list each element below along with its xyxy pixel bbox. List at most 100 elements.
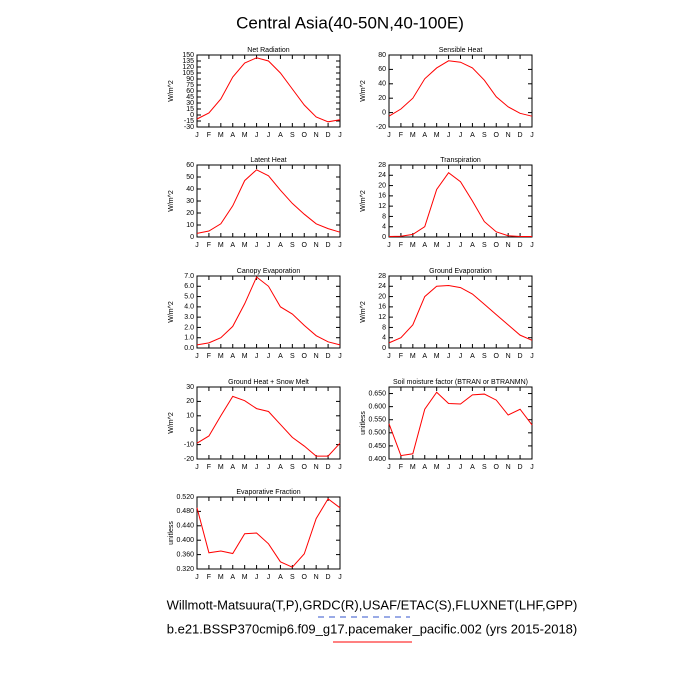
x-tick-label: M [242, 132, 248, 139]
x-tick-label: J [530, 242, 534, 249]
x-tick-label: M [410, 464, 416, 471]
x-tick-label: A [278, 464, 283, 471]
x-tick-label: J [338, 353, 342, 360]
x-tick-label: M [218, 242, 224, 249]
y-tick-label: 75 [186, 82, 194, 89]
y-tick-label: 90 [186, 76, 194, 83]
plot-frame [196, 54, 341, 128]
x-tick-label: D [518, 353, 523, 360]
x-tick-label: M [410, 132, 416, 139]
y-tick-label: 10 [186, 413, 194, 420]
y-tick-label: 0.480 [176, 508, 194, 515]
y-tick-label: 0.0 [184, 345, 194, 352]
x-tick-label: M [242, 242, 248, 249]
y-tick-label: 0.450 [368, 443, 386, 450]
x-tick-label: M [218, 574, 224, 581]
x-tick-label: J [447, 242, 451, 249]
y-tick-label: 20 [378, 293, 386, 300]
data-line [196, 276, 341, 346]
data-line [388, 60, 533, 117]
x-tick-label: O [494, 132, 500, 139]
x-tick-label: S [482, 132, 487, 139]
y-tick-label: 80 [378, 52, 386, 59]
y-tick-label: 0.400 [368, 456, 386, 463]
y-tick-label: 28 [378, 273, 386, 280]
x-tick-label: M [218, 353, 224, 360]
y-tick-label: 0.360 [176, 551, 194, 558]
y-tick-label: 6.0 [184, 283, 194, 290]
y-tick-label: -20 [376, 124, 386, 131]
panel-title: Ground Evaporation [429, 268, 492, 275]
x-tick-label: J [267, 464, 271, 471]
x-tick-label: J [267, 353, 271, 360]
x-tick-label: O [494, 353, 500, 360]
y-tick-label: 4 [382, 224, 386, 231]
x-tick-label: M [242, 464, 248, 471]
y-tick-label: 40 [378, 81, 386, 88]
y-tick-label: 30 [186, 384, 194, 391]
x-tick-label: J [195, 574, 199, 581]
x-tick-label: O [494, 464, 500, 471]
x-tick-label: J [195, 242, 199, 249]
x-tick-label: J [267, 574, 271, 581]
panel-title: Latent Heat [250, 157, 286, 164]
panel-title: Ground Heat + Snow Melt [228, 379, 309, 386]
y-tick-label: 7.0 [184, 273, 194, 280]
x-tick-label: J [447, 464, 451, 471]
y-tick-label: 0 [190, 427, 194, 434]
page-title: Central Asia(40-50N,40-100E) [236, 13, 464, 32]
y-tick-label: 10 [186, 222, 194, 229]
x-tick-label: A [230, 242, 235, 249]
y-tick-label: 5.0 [184, 293, 194, 300]
x-tick-label: J [459, 242, 463, 249]
y-tick-label: 20 [378, 95, 386, 102]
y-tick-label: 0 [190, 234, 194, 241]
x-tick-label: A [230, 353, 235, 360]
x-tick-label: J [338, 574, 342, 581]
x-tick-label: O [494, 242, 500, 249]
data-line [196, 169, 341, 234]
y-axis-label: W/m^2 [360, 190, 367, 212]
y-tick-label: 20 [186, 210, 194, 217]
x-tick-label: D [326, 353, 331, 360]
y-tick-label: 135 [182, 58, 194, 65]
footer-line: b.e21.BSSP370cmip6.f09_g17.pacemaker_pac… [167, 621, 577, 636]
x-tick-label: A [278, 353, 283, 360]
y-axis-label: unitless [168, 521, 175, 545]
x-tick-label: N [506, 353, 511, 360]
x-tick-label: J [195, 464, 199, 471]
y-tick-label: -10 [184, 441, 194, 448]
y-tick-label: 20 [378, 182, 386, 189]
y-tick-label: 8 [382, 213, 386, 220]
x-tick-label: A [230, 464, 235, 471]
x-tick-label: N [314, 353, 319, 360]
x-tick-label: D [326, 464, 331, 471]
x-tick-label: O [302, 132, 308, 139]
x-tick-label: F [399, 353, 403, 360]
y-tick-label: 16 [378, 193, 386, 200]
x-tick-label: A [422, 242, 427, 249]
y-tick-label: 28 [378, 162, 386, 169]
y-tick-label: 2.0 [184, 324, 194, 331]
y-tick-label: 0.500 [368, 430, 386, 437]
data-line [388, 172, 532, 237]
x-tick-label: S [290, 574, 295, 581]
x-tick-label: A [278, 574, 283, 581]
y-tick-label: 40 [186, 186, 194, 193]
x-tick-label: J [267, 242, 271, 249]
x-tick-label: N [314, 464, 319, 471]
x-tick-label: D [518, 464, 523, 471]
x-tick-label: J [530, 132, 534, 139]
data-line [196, 57, 341, 123]
x-tick-label: O [302, 353, 308, 360]
y-tick-label: 45 [186, 94, 194, 101]
y-tick-label: 4 [382, 335, 386, 342]
x-tick-label: F [399, 132, 403, 139]
x-tick-label: A [470, 464, 475, 471]
y-tick-label: 0.520 [176, 494, 194, 501]
y-tick-label: 0.400 [176, 537, 194, 544]
y-tick-label: -20 [184, 456, 194, 463]
y-tick-label: 20 [186, 398, 194, 405]
x-tick-label: J [530, 464, 534, 471]
plot-frame [196, 496, 341, 570]
